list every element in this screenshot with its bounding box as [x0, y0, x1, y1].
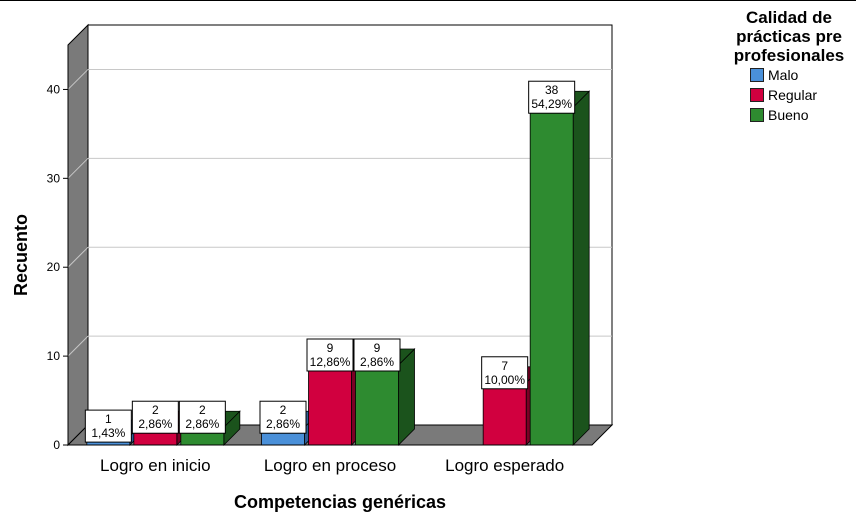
axes: 0 10 20 30 40 Logro en inicio Logro en proceso…: [11, 45, 592, 512]
bar: [308, 364, 352, 446]
data-label-count: 7: [501, 359, 508, 373]
legend-item: Bueno: [750, 105, 856, 125]
legend-item: Regular: [750, 85, 856, 105]
x-axis-title: Competencias genéricas: [234, 492, 446, 512]
data-label-count: 9: [327, 341, 334, 355]
left-wall: [67, 23, 89, 447]
data-label-percent: 1,43%: [91, 426, 125, 440]
data-label-count: 38: [545, 83, 559, 97]
data-label-percent: 54,29%: [531, 97, 572, 111]
data-label-percent: 2,86%: [266, 417, 300, 431]
y-tick-label: 20: [47, 260, 61, 274]
data-label-box: [528, 80, 576, 114]
legend-title: Calidad de prácticas pre profesionales: [733, 8, 845, 65]
data-label-box: [481, 356, 529, 390]
legend-swatch: [750, 108, 764, 122]
top-border-line: [0, 0, 856, 1]
data-label-percent: 2,86%: [138, 417, 172, 431]
data-label-percent: 2,86%: [360, 355, 394, 369]
data-label-count: 2: [280, 403, 287, 417]
x-tick-label: Logro en inicio: [100, 456, 211, 475]
data-label-box: [259, 400, 307, 434]
legend-label: Bueno: [768, 107, 809, 123]
x-tick-label: Logro esperado: [445, 456, 564, 475]
y-tick-label: 30: [47, 171, 61, 185]
bar-side: [398, 348, 415, 446]
data-label-count: 2: [199, 403, 206, 417]
data-label-percent: 12,86%: [310, 355, 351, 369]
data-label-percent: 2,86%: [185, 417, 219, 431]
data-label-box: [353, 338, 401, 372]
y-tick-label: 10: [47, 349, 61, 363]
data-label-count: 2: [152, 403, 159, 417]
data-labels: 11,43%22,86%22,86%22,86%912,86%92,86% 710…: [84, 80, 576, 443]
legend-swatch: [750, 88, 764, 102]
y-tick-label: 40: [47, 82, 61, 96]
x-tick-label: Logro en proceso: [264, 456, 396, 475]
bar: [355, 364, 399, 446]
gridline-side: [67, 246, 89, 268]
legend-label: Regular: [768, 87, 818, 103]
gridline-side: [67, 69, 89, 90]
gridline-side: [67, 157, 89, 179]
gridlines: [67, 68, 612, 357]
data-label-count: 1: [105, 412, 112, 426]
data-label-percent: 10,00%: [484, 373, 525, 387]
legend-items: Malo Regular Bueno: [722, 65, 856, 125]
gridline-side: [67, 335, 89, 357]
data-label-box: [306, 338, 354, 372]
y-tick-label: 0: [53, 438, 60, 452]
bar: [529, 106, 574, 446]
data-label-box: [178, 400, 226, 434]
bar: [482, 382, 527, 446]
data-label-box: [84, 409, 132, 443]
data-label-count: 9: [374, 341, 381, 355]
legend-label: Malo: [768, 67, 799, 83]
legend-swatch: [750, 68, 764, 82]
legend-item: Malo: [750, 65, 856, 85]
data-label-box: [131, 400, 179, 434]
bar-side: [572, 90, 590, 446]
y-axis-title: Recuento: [11, 214, 31, 296]
legend: Calidad de prácticas pre profesionales M…: [722, 8, 856, 125]
